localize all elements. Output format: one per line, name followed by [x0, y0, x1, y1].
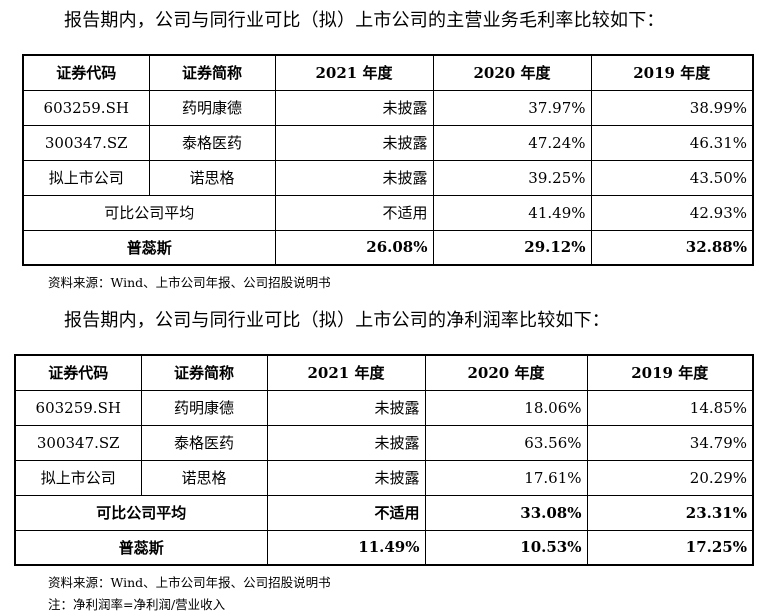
table-row: 603259.SH 药明康德 未披露 37.97% 38.99%	[22, 89, 754, 126]
average-row: 可比公司平均 不适用 41.49% 42.93%	[22, 194, 754, 231]
cell-2021: 26.08%	[274, 229, 434, 266]
cell-code: 603259.SH	[22, 89, 150, 126]
table-row: 300347.SZ 泰格医药 未披露 63.56% 34.79%	[14, 424, 754, 461]
header-name: 证券简称	[148, 54, 276, 91]
cell-2019: 34.79%	[586, 424, 754, 461]
cell-2021: 未披露	[274, 89, 434, 126]
cell-2021: 不适用	[274, 194, 434, 231]
cell-name: 泰格医药	[148, 124, 276, 161]
cell-2020: 10.53%	[424, 529, 588, 566]
cell-2021: 11.49%	[266, 529, 426, 566]
table-row: 拟上市公司 诺思格 未披露 39.25% 43.50%	[22, 159, 754, 196]
company-row: 普蕊斯 26.08% 29.12% 32.88%	[22, 229, 754, 266]
net-margin-source: 资料来源：Wind、上市公司年报、公司招股说明书	[48, 575, 331, 590]
gross-margin-heading: 报告期内，公司与同行业可比（拟）上市公司的主营业务毛利率比较如下：	[64, 10, 665, 31]
net-margin-table: 证券代码 证券简称 2021 年度 2020 年度 2019 年度 603259…	[14, 354, 754, 566]
cell-name: 泰格医药	[140, 424, 268, 461]
header-2021: 2021 年度	[274, 54, 434, 91]
cell-2021: 未披露	[274, 159, 434, 196]
cell-2021: 未披露	[274, 124, 434, 161]
gross-margin-source: 资料来源：Wind、上市公司年报、公司招股说明书	[48, 275, 331, 290]
cell-2019: 38.99%	[590, 89, 754, 126]
cell-code: 603259.SH	[14, 389, 142, 426]
cell-2020: 37.97%	[432, 89, 592, 126]
cell-code: 拟上市公司	[14, 459, 142, 496]
cell-2019: 17.25%	[586, 529, 754, 566]
cell-2020: 39.25%	[432, 159, 592, 196]
cell-2020: 33.08%	[424, 494, 588, 531]
cell-code: 300347.SZ	[14, 424, 142, 461]
company-label: 普蕊斯	[14, 529, 268, 566]
cell-2019: 23.31%	[586, 494, 754, 531]
cell-code: 300347.SZ	[22, 124, 150, 161]
average-row: 可比公司平均 不适用 33.08% 23.31%	[14, 494, 754, 531]
net-margin-note: 注：净利润率=净利润/营业收入	[48, 597, 226, 612]
cell-2021: 未披露	[266, 459, 426, 496]
cell-2019: 43.50%	[590, 159, 754, 196]
header-2020: 2020 年度	[424, 354, 588, 391]
header-code: 证券代码	[14, 354, 142, 391]
cell-2019: 20.29%	[586, 459, 754, 496]
cell-2019: 42.93%	[590, 194, 754, 231]
cell-2021: 未披露	[266, 424, 426, 461]
average-label: 可比公司平均	[22, 194, 276, 231]
cell-name: 药明康德	[148, 89, 276, 126]
table-header-row: 证券代码 证券简称 2021 年度 2020 年度 2019 年度	[14, 354, 754, 391]
cell-name: 药明康德	[140, 389, 268, 426]
table-row: 拟上市公司 诺思格 未披露 17.61% 20.29%	[14, 459, 754, 496]
cell-2021: 未披露	[266, 389, 426, 426]
average-label: 可比公司平均	[14, 494, 268, 531]
header-name: 证券简称	[140, 354, 268, 391]
company-row: 普蕊斯 11.49% 10.53% 17.25%	[14, 529, 754, 566]
cell-name: 诺思格	[148, 159, 276, 196]
cell-2020: 63.56%	[424, 424, 588, 461]
table-header-row: 证券代码 证券简称 2021 年度 2020 年度 2019 年度	[22, 54, 754, 91]
header-2019: 2019 年度	[590, 54, 754, 91]
cell-2020: 18.06%	[424, 389, 588, 426]
gross-margin-table: 证券代码 证券简称 2021 年度 2020 年度 2019 年度 603259…	[22, 54, 754, 266]
net-margin-heading: 报告期内，公司与同行业可比（拟）上市公司的净利润率比较如下：	[64, 310, 610, 331]
header-2020: 2020 年度	[432, 54, 592, 91]
header-code: 证券代码	[22, 54, 150, 91]
cell-2019: 46.31%	[590, 124, 754, 161]
cell-2021: 不适用	[266, 494, 426, 531]
cell-2019: 32.88%	[590, 229, 754, 266]
cell-2020: 41.49%	[432, 194, 592, 231]
table-row: 603259.SH 药明康德 未披露 18.06% 14.85%	[14, 389, 754, 426]
header-2019: 2019 年度	[586, 354, 754, 391]
header-2021: 2021 年度	[266, 354, 426, 391]
company-label: 普蕊斯	[22, 229, 276, 266]
cell-2020: 47.24%	[432, 124, 592, 161]
table-row: 300347.SZ 泰格医药 未披露 47.24% 46.31%	[22, 124, 754, 161]
cell-name: 诺思格	[140, 459, 268, 496]
cell-code: 拟上市公司	[22, 159, 150, 196]
cell-2020: 17.61%	[424, 459, 588, 496]
cell-2019: 14.85%	[586, 389, 754, 426]
cell-2020: 29.12%	[432, 229, 592, 266]
